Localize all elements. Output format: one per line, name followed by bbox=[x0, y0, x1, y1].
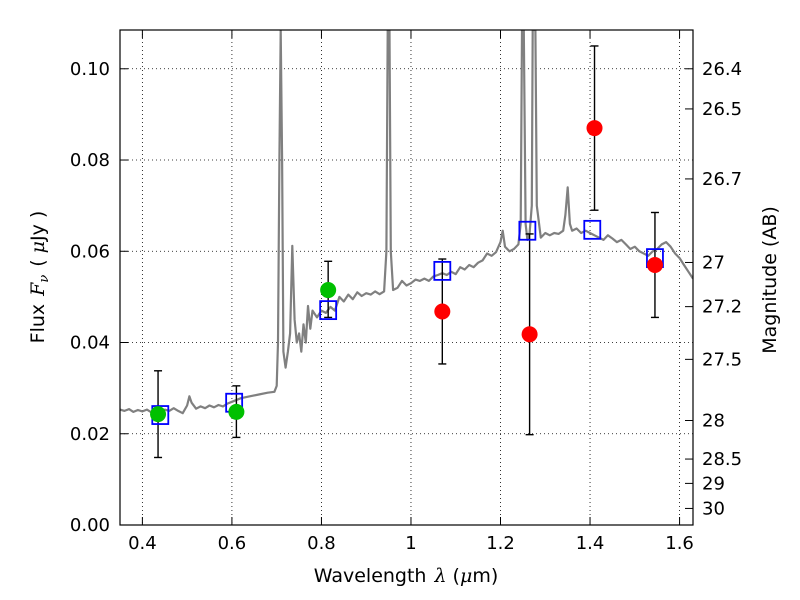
y2-tick-label: 29 bbox=[702, 473, 725, 494]
observed-flux-point bbox=[228, 403, 245, 420]
model-photometry-square bbox=[518, 220, 537, 241]
y2-tick-label: 26.4 bbox=[702, 59, 742, 80]
y2-tick-label: 26.5 bbox=[702, 99, 742, 120]
observed-flux-point bbox=[320, 282, 337, 299]
y-tick-label: 0.06 bbox=[70, 241, 110, 262]
observed-flux-point bbox=[646, 256, 663, 273]
model-spectrum-line bbox=[120, 30, 693, 415]
model-photometry-square bbox=[319, 300, 338, 321]
x-tick-label: 1.2 bbox=[486, 533, 515, 554]
x-tick-label: 1 bbox=[405, 533, 416, 554]
x-tick-label: 1.4 bbox=[576, 533, 605, 554]
x-tick-label: 0.4 bbox=[128, 533, 157, 554]
y2-tick-label: 27.2 bbox=[702, 297, 742, 318]
observed-flux-point bbox=[434, 303, 451, 320]
y-tick-label: 0.04 bbox=[70, 333, 110, 354]
plot-frame bbox=[119, 29, 694, 526]
y2-tick-label: 27 bbox=[702, 252, 725, 273]
y-axis-title: FluxFν(μJy ) bbox=[27, 211, 52, 344]
model-photometry-square bbox=[433, 260, 452, 281]
y2-tick-label: 27.5 bbox=[702, 349, 742, 370]
observed-flux-point bbox=[521, 326, 538, 343]
y2-tick-label: 30 bbox=[702, 498, 725, 519]
axis-ticks: 0.4 0.6 0.8 1 1.2 1.4 1.6 0.00 0.02 0.04 0.06 0.08 0… bbox=[70, 30, 742, 554]
observed-flux-point bbox=[150, 406, 167, 423]
observed-flux-point bbox=[586, 120, 603, 137]
x-axis-title: Wavelength λ (μm) bbox=[314, 565, 498, 587]
y2-tick-label: 26.7 bbox=[702, 169, 742, 190]
y2-tick-label: 28 bbox=[702, 410, 725, 431]
x-tick-label: 0.6 bbox=[218, 533, 247, 554]
model-spectrum-layer bbox=[120, 30, 693, 415]
model-photometry-square bbox=[583, 219, 602, 240]
x-tick-label: 0.8 bbox=[307, 533, 336, 554]
y-tick-label: 0.02 bbox=[70, 424, 110, 445]
y-tick-label: 0.00 bbox=[70, 515, 110, 536]
x-tick-label: 1.6 bbox=[665, 533, 694, 554]
y-tick-label: 0.10 bbox=[70, 59, 110, 80]
y-tick-label: 0.08 bbox=[70, 150, 110, 171]
data-markers-layer bbox=[150, 45, 664, 459]
y2-tick-label: 28.5 bbox=[702, 449, 742, 470]
grid bbox=[120, 30, 693, 526]
y2-axis-title: Magnitude (AB) bbox=[759, 206, 781, 354]
